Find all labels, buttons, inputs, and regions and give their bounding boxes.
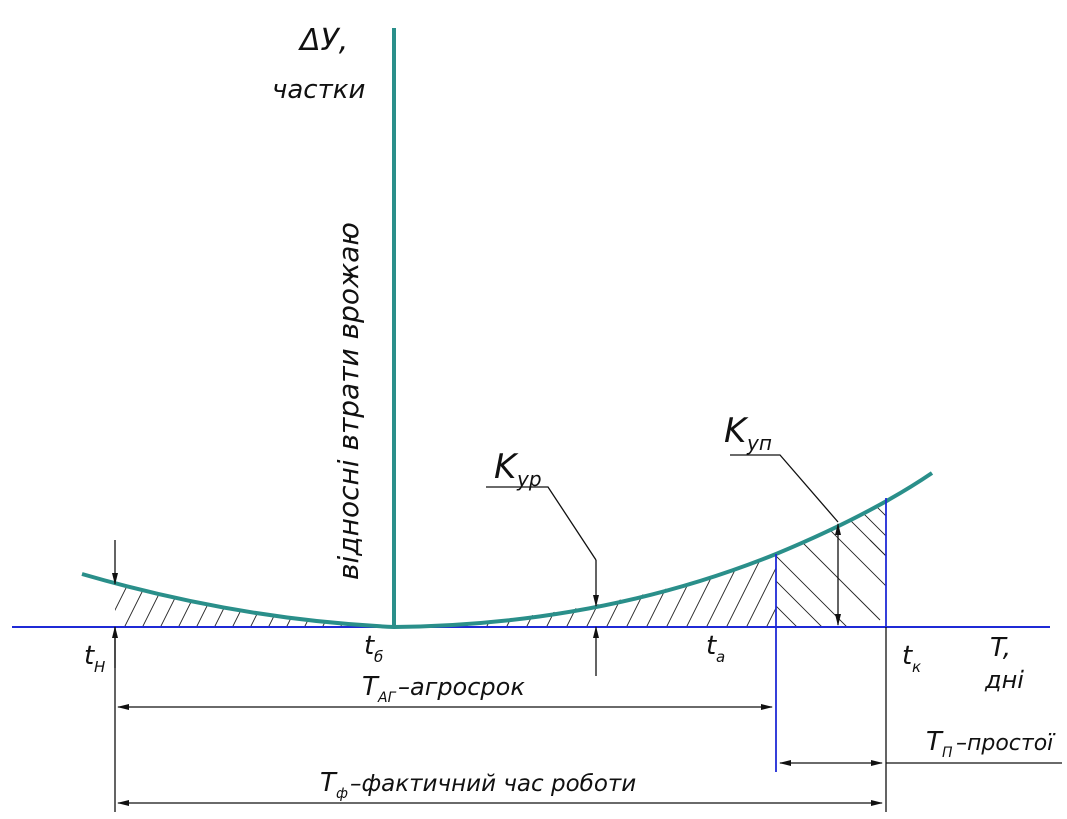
y-axis-unit: частки — [272, 75, 365, 105]
label-k-early: K ур — [494, 447, 542, 491]
label-downtime: T П –простої — [926, 727, 1056, 761]
hatch-area-late — [419, 498, 886, 627]
svg-text:ур: ур — [516, 467, 542, 491]
label-t-a: t а — [706, 631, 725, 666]
svg-text:T: T — [320, 768, 338, 798]
svg-text:–простої: –простої — [956, 731, 1056, 756]
svg-text:t: t — [84, 641, 95, 671]
svg-text:б: б — [374, 648, 383, 666]
svg-text:t: t — [364, 631, 375, 661]
label-k-late: K уп — [724, 411, 772, 455]
x-axis-unit: дні — [984, 666, 1024, 694]
kup-leader — [730, 454, 839, 523]
svg-text:к: к — [912, 658, 921, 676]
kur-leader — [486, 486, 597, 561]
label-agro-period: T АГ –агросрок — [362, 672, 525, 706]
label-t-optimal: t б — [364, 631, 383, 666]
svg-text:–фактичний час роботи: –фактичний час роботи — [350, 771, 636, 797]
svg-text:t: t — [902, 641, 913, 671]
svg-text:а: а — [716, 648, 725, 666]
svg-text:T: T — [362, 672, 380, 702]
svg-text:K: K — [494, 447, 519, 487]
label-t-end: t к — [902, 641, 921, 676]
label-t-start: t Н — [84, 641, 105, 676]
svg-text:АГ: АГ — [377, 690, 397, 706]
label-actual-time: T ф –фактичний час роботи — [320, 768, 636, 802]
y-axis-symbol: ΔУ, — [298, 23, 348, 58]
svg-text:T: T — [926, 727, 944, 757]
svg-text:уп: уп — [746, 431, 772, 455]
svg-text:K: K — [724, 411, 749, 451]
svg-text:–агросрок: –агросрок — [398, 673, 525, 701]
svg-text:ф: ф — [336, 786, 348, 802]
y-axis-description: відносні втрати врожаю — [332, 222, 365, 580]
svg-text:t: t — [706, 631, 717, 661]
loss-curve — [81, 471, 934, 630]
svg-text:П: П — [942, 745, 953, 761]
x-axis-symbol: T, — [990, 633, 1011, 663]
svg-text:Н: Н — [94, 658, 105, 676]
